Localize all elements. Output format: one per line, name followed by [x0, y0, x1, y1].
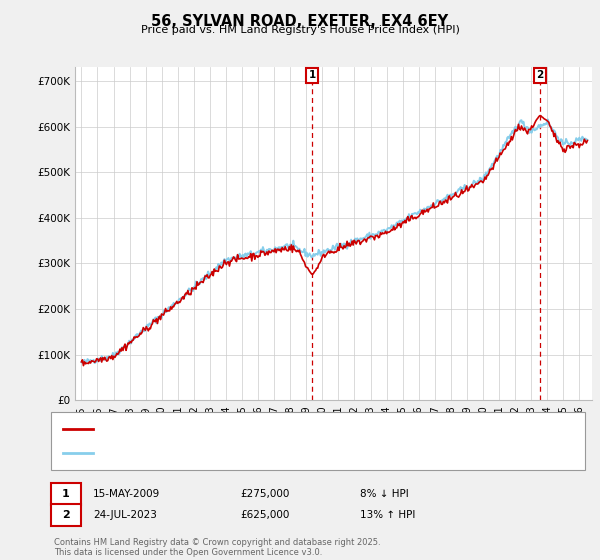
- Text: 24-JUL-2023: 24-JUL-2023: [93, 510, 157, 520]
- Text: Price paid vs. HM Land Registry's House Price Index (HPI): Price paid vs. HM Land Registry's House …: [140, 25, 460, 35]
- Text: 13% ↑ HPI: 13% ↑ HPI: [360, 510, 415, 520]
- Text: £275,000: £275,000: [240, 489, 289, 499]
- Text: 2: 2: [62, 510, 70, 520]
- Text: Contains HM Land Registry data © Crown copyright and database right 2025.
This d: Contains HM Land Registry data © Crown c…: [54, 538, 380, 557]
- Text: 15-MAY-2009: 15-MAY-2009: [93, 489, 160, 499]
- Text: 56, SYLVAN ROAD, EXETER, EX4 6EY (detached house): 56, SYLVAN ROAD, EXETER, EX4 6EY (detach…: [99, 424, 382, 435]
- Text: £625,000: £625,000: [240, 510, 289, 520]
- Text: 2: 2: [536, 71, 544, 81]
- Text: 1: 1: [308, 71, 316, 81]
- Text: 8% ↓ HPI: 8% ↓ HPI: [360, 489, 409, 499]
- Text: 1: 1: [62, 489, 70, 499]
- Text: 56, SYLVAN ROAD, EXETER, EX4 6EY: 56, SYLVAN ROAD, EXETER, EX4 6EY: [151, 14, 449, 29]
- Text: HPI: Average price, detached house, Exeter: HPI: Average price, detached house, Exet…: [99, 447, 325, 458]
